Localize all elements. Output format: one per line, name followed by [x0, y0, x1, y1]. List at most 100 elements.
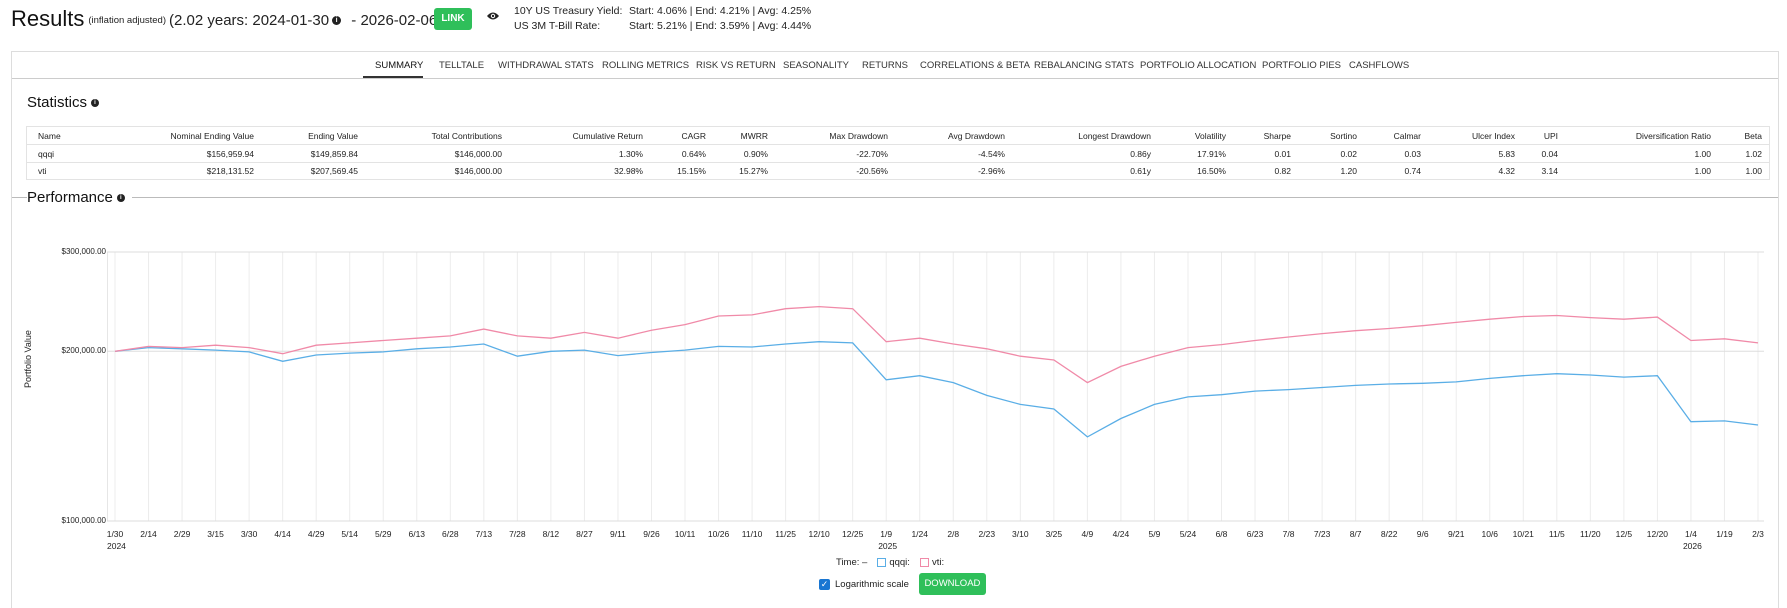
- tab-seasonality[interactable]: SEASONALITY: [783, 60, 849, 71]
- logarithmic-scale-checkbox[interactable]: ✓: [819, 578, 830, 590]
- series-line-qqqi[interactable]: [114, 341, 1759, 438]
- x-tick-label: 12/25: [842, 529, 864, 539]
- x-tick-label: 11/25: [775, 529, 796, 539]
- x-tick-label: 9/6: [1416, 529, 1429, 539]
- performance-title: Performance: [27, 189, 113, 206]
- statistics-table: Name Nominal Ending Value Ending Value Tota…: [26, 126, 1770, 180]
- x-tick-label: 4/24: [1112, 529, 1130, 539]
- table-cell: Beta: [1744, 131, 1763, 141]
- table-cell: 0.82: [1274, 166, 1291, 176]
- info-icon[interactable]: i: [91, 99, 100, 108]
- legend-swatch-vti[interactable]: [919, 558, 929, 567]
- chart-legend: Time: – qqqi: vti:: [836, 557, 945, 568]
- table-cell: Cumulative Return: [572, 131, 643, 141]
- table-cell: Ulcer Index: [1472, 131, 1515, 141]
- table-cell: 0.61y: [1130, 166, 1151, 176]
- table-cell: UPI: [1543, 131, 1558, 141]
- results-card: SUMMARY TELLTALE WITHDRAWAL STATS ROLLING M…: [11, 51, 1779, 608]
- x-tick-label: 11/5: [1548, 529, 1565, 539]
- table-cell: 0.86y: [1130, 149, 1151, 159]
- table-cell: -20.56%: [856, 166, 888, 176]
- x-tick-label: 8/22: [1380, 529, 1398, 539]
- rates-panel: 10Y US Treasury Yield: Start: 4.06% | En…: [514, 4, 811, 34]
- legend-time: Time: –: [836, 557, 868, 568]
- x-year-label: 2024: [107, 541, 126, 551]
- x-tick-label: 11/10: [741, 529, 763, 539]
- x-tick-label: 11/20: [1580, 529, 1601, 539]
- table-cell: MWRR: [740, 131, 768, 141]
- x-tick-label: 1/24: [911, 529, 928, 539]
- tab-portfolio-pies[interactable]: PORTFOLIO PIES: [1262, 60, 1342, 71]
- table-cell: vti: [38, 166, 47, 176]
- x-tick-label: 3/10: [1012, 529, 1029, 539]
- table-cell: Sharpe: [1263, 131, 1291, 141]
- x-tick-label: 5/9: [1148, 529, 1161, 539]
- eye-icon[interactable]: [486, 11, 500, 21]
- info-icon[interactable]: i: [116, 194, 125, 203]
- tab-telltale[interactable]: TELLTALE: [439, 60, 485, 71]
- legend-swatch-qqqi[interactable]: [877, 558, 887, 567]
- table-cell: Diversification Ratio: [1635, 131, 1711, 141]
- table-cell: 1.20: [1340, 166, 1357, 176]
- x-tick-label: 2/8: [947, 529, 960, 539]
- tab-portfolio-allocation[interactable]: PORTFOLIO ALLOCATION: [1140, 60, 1257, 71]
- table-cell: $207,569.45: [310, 166, 358, 176]
- table-cell: 1.00: [1694, 166, 1711, 176]
- table-cell: 0.01: [1274, 149, 1291, 159]
- tab-correlations-beta[interactable]: CORRELATIONS & BETA: [920, 60, 1030, 71]
- x-tick-label: 1/19: [1716, 529, 1733, 539]
- download-button[interactable]: DOWNLOAD: [918, 573, 986, 595]
- table-cell: 0.64%: [681, 149, 706, 159]
- tab-summary[interactable]: SUMMARY: [375, 60, 424, 71]
- tab-risk-vs-return[interactable]: RISK VS RETURN: [696, 60, 776, 71]
- table-cell: 3.14: [1541, 166, 1558, 176]
- tab-rolling-metrics[interactable]: ROLLING METRICS: [602, 60, 690, 71]
- performance-heading: Performance i: [27, 189, 132, 206]
- table-cell: 0.03: [1404, 149, 1421, 159]
- link-button[interactable]: LINK: [434, 8, 472, 30]
- table-cell: Nominal Ending Value: [170, 131, 254, 141]
- table-cell: $218,131.52: [206, 166, 254, 176]
- series-line-vti[interactable]: [114, 305, 1759, 384]
- active-tab-indicator: [363, 76, 423, 78]
- y-tick-label: $300,000.00: [61, 247, 107, 256]
- x-tick-label: 3/15: [207, 529, 224, 539]
- table-cell: 1.30%: [618, 149, 643, 159]
- x-tick-label: 2/29: [173, 529, 191, 539]
- x-tick-label: 12/20: [1646, 529, 1669, 539]
- table-cell: 15.27%: [739, 166, 768, 176]
- tab-cashflows[interactable]: CASHFLOWS: [1349, 60, 1410, 71]
- x-tick-label: 7/23: [1313, 529, 1331, 539]
- x-tick-label: 10/6: [1481, 529, 1499, 539]
- x-tick-label: 2/14: [140, 529, 157, 539]
- table-cell: $156,959.94: [206, 149, 254, 159]
- legend-label-qqqi[interactable]: qqqi: [889, 557, 908, 568]
- x-tick-label: 9/11: [609, 529, 626, 539]
- table-cell: 0.74: [1404, 166, 1421, 176]
- x-tick-label: 12/10: [808, 529, 830, 539]
- legend-label-vti[interactable]: vti: [931, 557, 942, 568]
- tab-returns[interactable]: RETURNS: [862, 60, 908, 71]
- x-tick-label: 10/21: [1512, 529, 1534, 539]
- table-cell: -2.96%: [978, 166, 1005, 176]
- tab-bar: SUMMARY TELLTALE WITHDRAWAL STATS ROLLING M…: [12, 52, 1778, 79]
- info-icon[interactable]: i: [332, 15, 342, 25]
- x-tick-label: 4/9: [1081, 529, 1094, 539]
- chart-plot-area[interactable]: [107, 215, 1764, 522]
- results-header: Results (inflation adjusted) (2.02 years: …: [0, 0, 1787, 44]
- x-tick-label: 6/23: [1246, 529, 1264, 539]
- x-tick-label: 8/27: [576, 529, 593, 539]
- inflation-adjusted-note: (inflation adjusted): [88, 14, 166, 26]
- table-cell: Total Contributions: [431, 131, 502, 141]
- x-tick-label: 8/12: [542, 529, 560, 539]
- table-header-row: Name Nominal Ending Value Ending Value Tota…: [27, 127, 1769, 145]
- date-range-end: - 2026-02-06): [347, 11, 443, 29]
- logarithmic-scale-label: Logarithmic scale: [835, 578, 909, 590]
- tab-withdrawal-stats[interactable]: WITHDRAWAL STATS: [498, 60, 594, 71]
- table-cell: 0.04: [1541, 149, 1558, 159]
- tab-rebalancing-stats[interactable]: REBALANCING STATS: [1034, 60, 1134, 71]
- rate-value: Start: 4.06% | End: 4.21% | Avg: 4.25%: [629, 5, 812, 17]
- x-year-label: 2025: [878, 541, 898, 551]
- x-tick-label: 9/26: [643, 529, 660, 539]
- x-tick-label: 9/21: [1447, 529, 1465, 539]
